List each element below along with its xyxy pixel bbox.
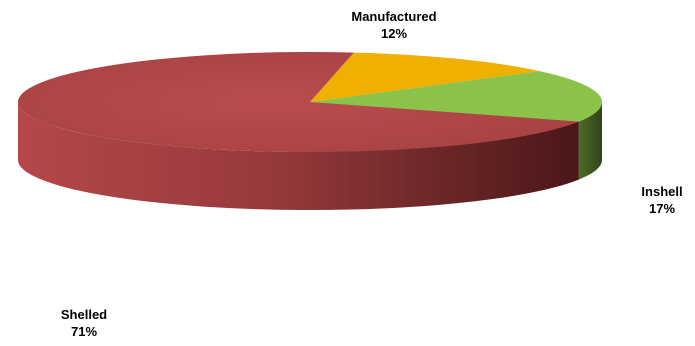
slice-label-shelled-value: 71% [71,324,97,339]
slice-label-inshell-value: 17% [649,201,675,216]
slice-label-manufactured-value: 12% [381,26,407,41]
slice-label-inshell-name: Inshell [641,184,682,199]
slice-label-manufactured-name: Manufactured [351,9,436,24]
pie-side-shelled [17,102,579,211]
pie-side-inshell [578,102,602,180]
pie-top-layer [17,52,603,153]
pie-slice-inshell [310,71,603,122]
pie-slice-manufactured [310,52,540,102]
pie-label-layer: Manufactured 12% Inshell 17% Shelled 71% [61,9,683,339]
slice-label-shelled-name: Shelled [61,307,107,322]
pie-slice-shelled [17,52,579,153]
